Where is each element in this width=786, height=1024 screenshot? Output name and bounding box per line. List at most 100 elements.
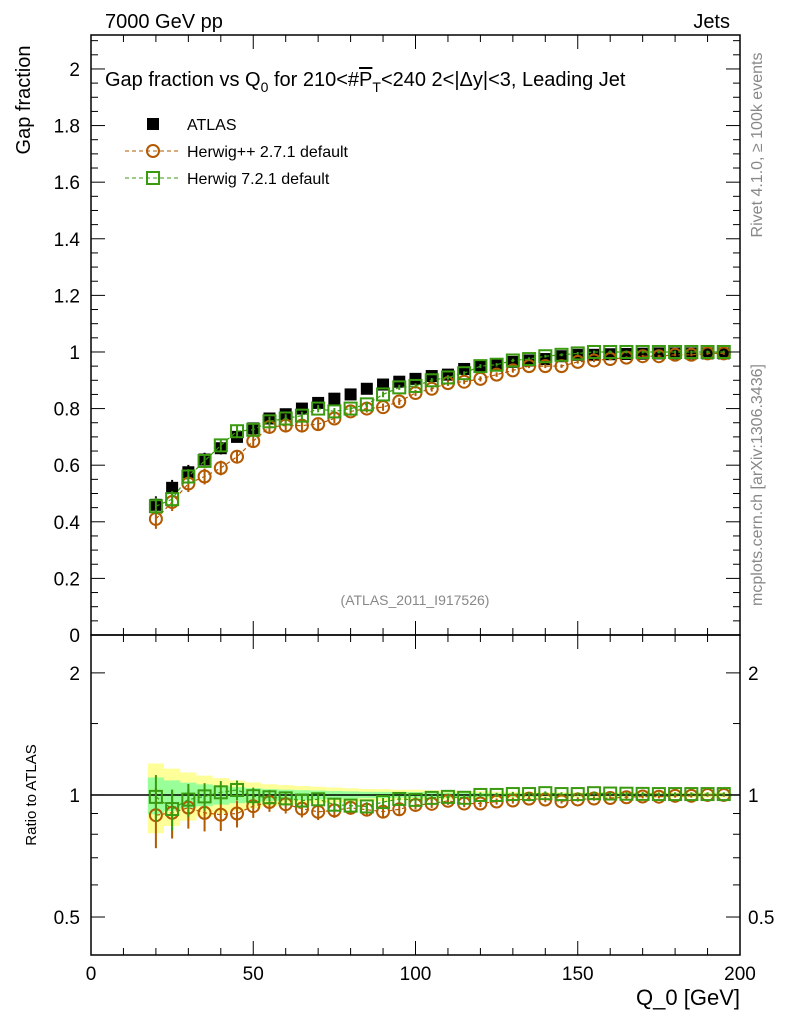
ratio-point [408, 792, 423, 807]
data-point [619, 344, 634, 359]
series-line [155, 352, 724, 520]
ratio-point [424, 790, 439, 805]
ratio-panel [91, 763, 740, 849]
legend-label: ATLAS [187, 117, 237, 134]
axes: 0 50 100 150 200 0 0.2 0.4 0.6 0.8 1 1.2 1.4 1.6 1.8 2 0… [54, 34, 774, 985]
data-point [489, 367, 504, 382]
ratio-y-axis-label: Ratio to ATLAS [23, 744, 40, 845]
main-panel [148, 344, 731, 529]
data-point [166, 481, 179, 494]
data-point [213, 461, 228, 476]
data-point [262, 414, 277, 429]
ratio-y-tick-label-right: 0.5 [748, 908, 774, 929]
ratio-point [181, 792, 196, 807]
y-tick-label: 1.4 [54, 230, 81, 251]
ratio-y-tick-label-right: 2 [748, 664, 759, 685]
data-point [278, 411, 293, 426]
data-point [684, 344, 699, 359]
data-point [165, 492, 180, 507]
ratio-point [668, 787, 683, 802]
analysis-watermark: (ATLAS_2011_I917526) [341, 592, 490, 608]
ratio-y-tick-label: 2 [69, 664, 80, 685]
data-point [213, 438, 228, 453]
data-point [311, 401, 326, 416]
y-tick-label: 1 [69, 343, 80, 364]
ratio-point [619, 786, 634, 801]
data-point [359, 397, 374, 412]
ratio-point [246, 789, 261, 804]
data-point [425, 370, 438, 383]
data-point [554, 347, 569, 362]
ratio-point [230, 782, 245, 797]
data-point [311, 417, 326, 432]
data-point [148, 499, 163, 514]
ratio-y-tick-label: 1 [69, 786, 80, 807]
series-2 [148, 344, 731, 515]
ratio-point [522, 787, 537, 802]
data-point [522, 352, 537, 367]
data-point [328, 392, 341, 405]
ratio-point [262, 790, 277, 805]
plot-title: Gap fraction vs Q0 for 210<#PT<240 2<|Δy… [105, 69, 626, 95]
data-point [376, 387, 391, 402]
series-line [155, 351, 724, 507]
data-point [392, 394, 407, 409]
data-point [586, 344, 601, 359]
data-point [230, 424, 245, 439]
data-point [424, 381, 439, 396]
ratio-point [651, 787, 666, 802]
ratio-point [278, 791, 293, 806]
data-point [473, 359, 488, 374]
ratio-point [327, 797, 342, 812]
data-point [424, 373, 439, 388]
data-point [620, 347, 633, 360]
data-point [457, 374, 472, 389]
ratio-line [155, 794, 724, 816]
ratio-point [440, 789, 455, 804]
legend-marker [147, 118, 159, 130]
data-point [230, 449, 245, 464]
data-point [570, 354, 585, 369]
ratio-point [700, 787, 715, 802]
ratio-point [311, 792, 326, 807]
legend-label: Herwig++ 2.7.1 default [187, 144, 349, 161]
ratio-point [230, 806, 245, 821]
mcplots-label: mcplots.cern.ch [arXiv:1306.3436] [749, 364, 766, 606]
ratio-point [570, 787, 585, 802]
y-tick-label: 0.8 [54, 400, 80, 421]
ratio-band-outer [147, 763, 732, 834]
ratio-point [165, 802, 180, 817]
y-tick-label: 2 [69, 60, 80, 81]
ratio-point [538, 786, 553, 801]
x-tick-label: 50 [243, 964, 264, 985]
y-tick-label: 0.2 [54, 569, 80, 590]
x-axis-label: Q_0 [GeV] [636, 985, 740, 1010]
data-point [570, 346, 585, 361]
data-point [295, 402, 308, 415]
data-point [668, 344, 683, 359]
ratio-point [505, 787, 520, 802]
data-point [181, 469, 196, 484]
data-point [197, 453, 212, 468]
data-point [505, 363, 520, 378]
data-point [197, 469, 212, 484]
x-tick-label: 100 [400, 964, 432, 985]
data-point [294, 408, 309, 423]
data-point [246, 422, 261, 437]
data-point [505, 353, 520, 368]
data-point [343, 401, 358, 416]
ratio-band-inner [147, 777, 732, 815]
data-point [586, 353, 601, 368]
ratio-point [213, 785, 228, 800]
legend-marker [146, 144, 160, 158]
ratio-point [392, 791, 407, 806]
y-tick-label: 1.6 [54, 173, 80, 194]
ratio-point [684, 787, 699, 802]
ratio-point [603, 786, 618, 801]
data-point [344, 388, 357, 401]
ratio-point [376, 795, 391, 810]
rivet-label: Rivet 4.1.0, ≥ 100k events [749, 53, 766, 238]
y-tick-label: 1.2 [54, 286, 80, 307]
legend-label: Herwig 7.2.1 default [187, 171, 330, 188]
header-right: Jets [693, 11, 730, 33]
